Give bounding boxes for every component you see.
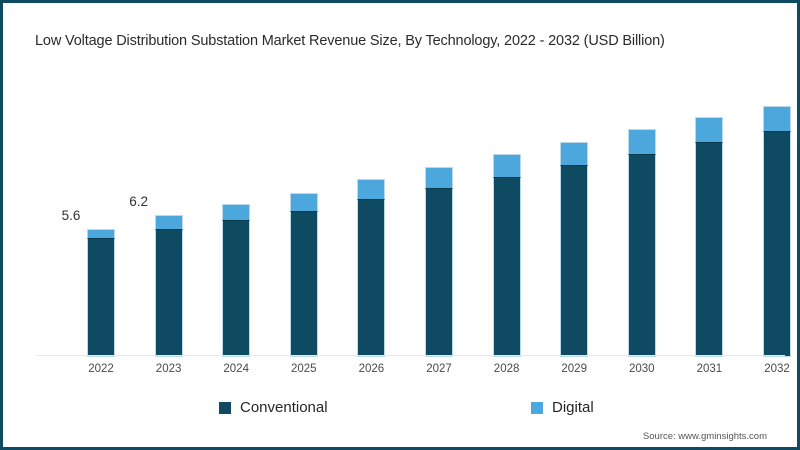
x-axis-tick-2022: 2022 [88,363,114,375]
bar-segment-digital-2026[interactable] [357,178,386,200]
bar-2032[interactable] [763,105,791,357]
x-axis-tick-2028: 2028 [493,363,520,375]
x-axis-tick-2032: 2032 [764,363,790,375]
bar-segment-conventional-2029[interactable] [560,165,589,357]
bar-2023[interactable] [154,215,183,357]
x-axis-line [37,355,785,356]
legend-swatch-icon-conventional [219,401,231,414]
bar-segment-conventional-2022[interactable] [87,238,115,357]
bar-segment-conventional-2026[interactable] [357,199,386,357]
bar-segment-conventional-2028[interactable] [492,176,521,357]
legend-item-conventional[interactable]: Conventional [219,399,328,416]
chart-title: Low Voltage Distribution Substation Mark… [35,33,665,49]
bar-segment-conventional-2031[interactable] [695,142,724,357]
bar-segment-digital-2027[interactable] [425,167,453,188]
bar-2027[interactable] [425,167,453,357]
x-axis-tick-2024: 2024 [223,363,249,375]
legend-item-digital[interactable]: Digital [531,399,594,416]
x-axis-tick-2025: 2025 [291,363,317,375]
bar-segment-digital-2031[interactable] [695,117,724,143]
bar-2025[interactable] [289,192,318,357]
bar-segment-digital-2028[interactable] [492,153,521,177]
x-axis-tick-2023: 2023 [155,363,182,375]
chart-canvas: Low Voltage Distribution Substation Mark… [6,6,794,444]
bar-segment-digital-2032[interactable] [763,105,791,131]
legend-label-conventional: Conventional [240,399,328,416]
bar-2029[interactable] [560,142,589,357]
bar-segment-conventional-2025[interactable] [289,210,318,357]
x-axis-tick-2027: 2027 [426,363,452,375]
plot-area [37,92,791,357]
bar-segment-conventional-2024[interactable] [222,219,251,357]
legend-swatch-icon-digital [531,401,543,414]
legend-label-digital: Digital [552,399,594,416]
bar-2028[interactable] [492,153,521,357]
bar-2031[interactable] [695,117,724,357]
bar-segment-digital-2030[interactable] [627,128,656,154]
x-axis-tick-2031: 2031 [696,363,723,375]
bar-segment-digital-2024[interactable] [222,203,251,220]
bar-segment-conventional-2027[interactable] [425,187,453,357]
bar-segment-conventional-2023[interactable] [154,229,183,357]
chart-legend: Conventional Digital [7,399,800,421]
bar-segment-digital-2025[interactable] [289,192,318,211]
bar-segment-digital-2023[interactable] [154,215,183,230]
bar-2026[interactable] [357,178,386,357]
bar-segment-conventional-2032[interactable] [763,130,791,357]
bar-segment-digital-2029[interactable] [560,142,589,166]
bar-2030[interactable] [627,128,656,357]
x-axis-tick-2026: 2026 [358,363,385,375]
bar-segment-conventional-2030[interactable] [627,153,656,357]
bar-2022[interactable] [87,229,115,357]
x-axis-tick-2029: 2029 [561,363,587,375]
source-attribution: Source: www.gminsights.com [642,431,767,442]
data-label-2023: 6.2 [129,194,148,210]
bar-segment-digital-2022[interactable] [87,229,115,239]
bar-2024[interactable] [222,203,251,357]
x-axis-tick-2030: 2030 [629,363,655,375]
data-label-2022: 5.6 [61,208,81,224]
